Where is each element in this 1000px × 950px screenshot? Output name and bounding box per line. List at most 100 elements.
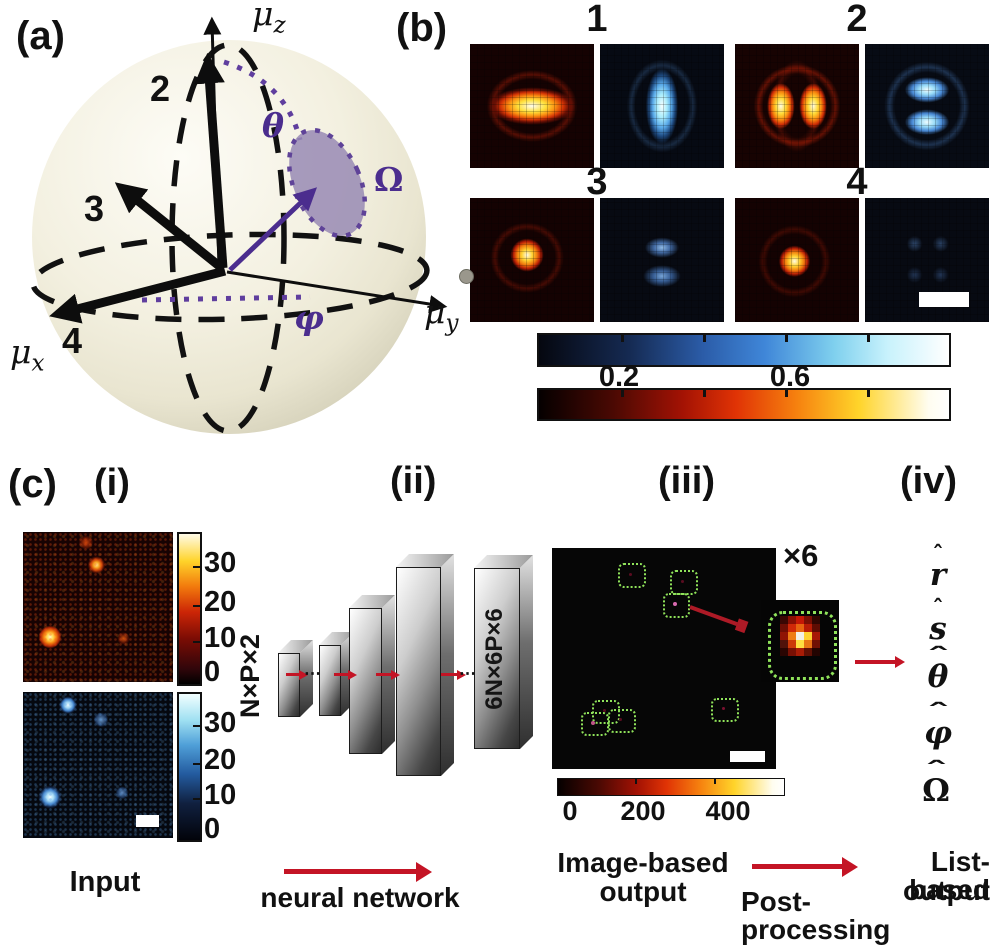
phi-dotted-line	[141, 294, 311, 303]
slab-top	[474, 555, 533, 568]
slab-top	[396, 554, 454, 567]
emitter-dot	[722, 707, 725, 710]
marker-dot	[459, 269, 474, 284]
tick	[703, 390, 706, 397]
hat-glyph: ˆ	[923, 758, 949, 784]
panel-c-iii-label: (iii)	[658, 460, 715, 502]
tick	[193, 724, 200, 728]
colorbar-tick-06: 0.6	[769, 361, 811, 393]
red-cb-0: 0	[204, 656, 221, 688]
emitter-dot	[629, 573, 632, 576]
scale-bar-input	[136, 815, 159, 827]
zoom-factor-label: ×6	[783, 538, 819, 573]
layer-ellipsis-2: ⋯	[459, 664, 477, 683]
network-layer-4	[396, 554, 454, 776]
hat-glyph: ˆ	[925, 700, 951, 726]
colorbar-tick-02: 0.2	[598, 361, 640, 393]
tick	[634, 779, 638, 784]
panel-c-label: (c)	[8, 462, 57, 506]
emitter-dot	[591, 721, 595, 725]
image-output-caption-1: Image-based	[557, 847, 729, 878]
pair-4-number: 4	[846, 161, 868, 203]
network-layer-5	[474, 555, 533, 749]
detection-box-1	[618, 563, 646, 588]
symbol-letter: Ω	[922, 772, 950, 809]
psf-red-3	[470, 198, 594, 322]
phi-label: φ	[294, 298, 324, 337]
estimate-s: ˆ s	[916, 596, 960, 644]
psf-red-2	[735, 44, 859, 168]
estimate-omega: ˆ Ω	[914, 758, 958, 809]
input-colorbar-red	[177, 532, 202, 686]
list-output-caption-1: List-based	[909, 846, 990, 905]
layer-arrow-2	[334, 673, 348, 676]
estimate-phi: ˆ φ	[916, 700, 960, 748]
colorbar-hot-b	[537, 388, 951, 421]
psf-red-4	[735, 198, 859, 322]
hat-glyph: ˆ	[932, 542, 944, 568]
layer-arrow-1	[286, 673, 299, 676]
blue-cb-10: 10	[204, 779, 237, 811]
slab-front	[474, 568, 520, 749]
pair-1-number: 1	[586, 0, 608, 40]
layer-ellipsis-1: ⋯	[304, 664, 322, 683]
arrow-2-number: 2	[150, 68, 171, 109]
red-cb-10: 10	[204, 622, 237, 654]
omega-label: Ω	[374, 160, 404, 199]
input-image-blue	[23, 692, 173, 838]
panel-c-ii-label: (ii)	[390, 460, 437, 502]
list-output-arrow	[855, 660, 895, 664]
image-output-caption-2: output	[599, 876, 687, 907]
tick	[703, 335, 706, 342]
mu-x-label: μx	[10, 332, 45, 377]
mu-y-label: μy	[424, 292, 459, 337]
layer-arrow-3	[376, 673, 391, 676]
colorbar-output	[557, 778, 785, 796]
neural-network-arrow	[284, 869, 416, 874]
network-layer-3	[349, 595, 395, 754]
panel-c-i-label: (i)	[94, 462, 130, 504]
equator-dashed	[30, 231, 430, 323]
emitter-dot	[603, 709, 606, 712]
neural-network-caption: neural network	[260, 882, 460, 913]
psf-blue-3	[600, 198, 724, 322]
tick	[713, 779, 717, 784]
psf-blue-1	[600, 44, 724, 168]
detection-box-3	[663, 593, 690, 618]
post-caption-1: Post-	[741, 886, 811, 917]
output-image	[552, 548, 776, 769]
arrow-3-number: 3	[84, 188, 105, 229]
tick	[621, 335, 624, 342]
emitter-dot	[681, 580, 684, 583]
theta-label: θ	[262, 106, 285, 145]
output-cb-200: 200	[620, 796, 666, 826]
mu-z-label: μz	[252, 0, 286, 39]
slab-front	[319, 645, 341, 716]
tick	[193, 640, 200, 643]
hat-glyph: ˆ	[932, 596, 944, 622]
input-caption: Input	[69, 866, 141, 898]
estimate-r: ˆ r	[916, 542, 960, 590]
output-cb-400: 400	[705, 796, 751, 826]
meridian-dashed	[169, 42, 287, 434]
slab-front	[396, 567, 441, 776]
scale-bar-output	[730, 751, 765, 762]
input-image-red	[23, 532, 173, 682]
tick	[621, 390, 624, 397]
blue-cb-30: 30	[204, 707, 237, 739]
post-processing-arrow	[752, 864, 842, 869]
network-output-dim: 6N×6P×6	[481, 608, 508, 710]
slab-top	[349, 595, 395, 608]
detection-box-6	[608, 709, 636, 733]
red-cb-30: 30	[204, 547, 237, 579]
zoom-inset	[761, 600, 839, 682]
red-cb-20: 20	[204, 586, 237, 618]
zoom-inset-box	[768, 611, 837, 680]
input-colorbar-blue	[177, 692, 202, 842]
psf-red-1	[470, 44, 594, 168]
blue-cb-20: 20	[204, 744, 237, 776]
tick	[193, 604, 200, 607]
detection-box-7	[711, 698, 739, 722]
slab-front	[278, 653, 300, 717]
theta-dotted-arc	[223, 59, 303, 141]
